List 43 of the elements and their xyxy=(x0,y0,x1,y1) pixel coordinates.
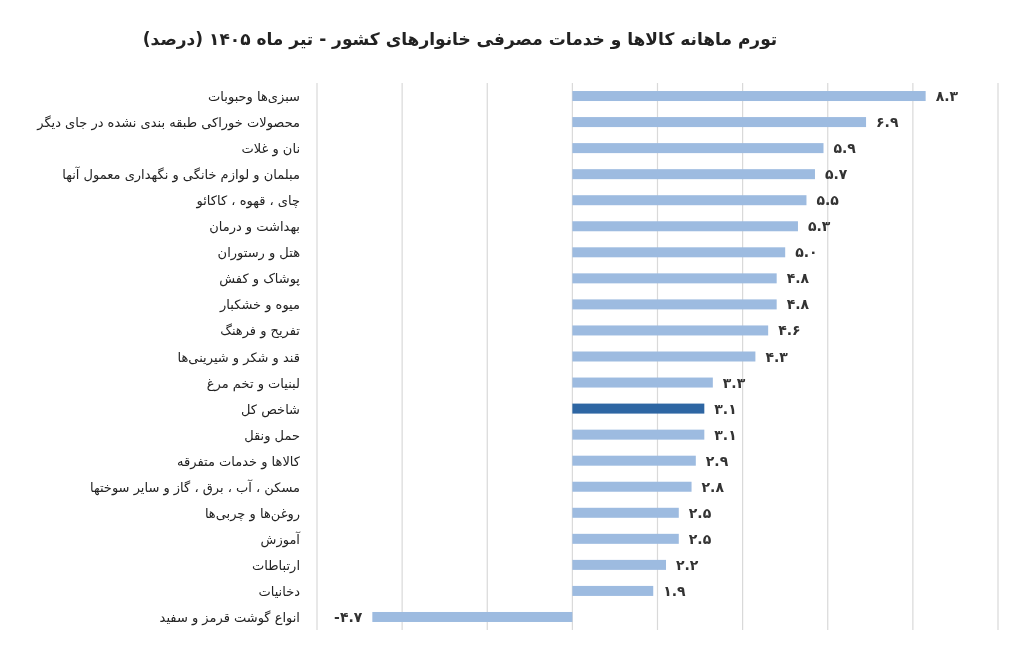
y-tick-label: قند و شکر و شیرینی‌ها xyxy=(177,349,300,366)
data-label: ۲.۲ xyxy=(676,556,699,573)
y-tick-label: سبزی‌ها وحبوبات xyxy=(208,89,300,106)
y-tick-label: آموزش xyxy=(260,530,302,548)
y-tick-label: دخانیات xyxy=(258,583,301,599)
y-tick-label: ارتباطات xyxy=(252,557,300,574)
data-label: ۲.۹ xyxy=(705,452,729,469)
y-tick-label: روغن‌ها و چربی‌ها xyxy=(204,505,300,522)
data-label: ۴.۸ xyxy=(786,270,810,287)
y-tick-label: پوشاک و کفش xyxy=(219,271,301,288)
data-label: ۸.۳ xyxy=(935,88,959,105)
data-label: ۲.۸ xyxy=(701,478,725,495)
y-tick-label: لبنیات و تخم مرغ xyxy=(206,375,300,392)
y-tick-label: مسکن ، آب ، برق ، گاز و سایر سوختها xyxy=(89,478,300,496)
data-label: ۲.۵ xyxy=(688,530,712,547)
data-label: ۴.۶ xyxy=(778,322,801,339)
y-tick-label: کالاها و خدمات متفرقه xyxy=(177,453,301,470)
data-label: ۵.۰ xyxy=(795,244,818,261)
y-tick-label: مبلمان و لوازم خانگی و نگهداری معمول آنها xyxy=(62,166,300,184)
data-label: -۴.۷ xyxy=(334,608,363,625)
y-tick-label: میوه و خشکبار xyxy=(219,297,300,314)
y-tick-label: حمل ونقل xyxy=(244,427,300,444)
data-label: ۵.۹ xyxy=(833,140,857,157)
data-label: ۵.۵ xyxy=(816,192,840,209)
data-label: ۳.۳ xyxy=(722,374,746,391)
data-label: ۵.۷ xyxy=(824,166,848,183)
y-tick-label: هتل و رستوران xyxy=(217,245,301,262)
data-label: ۳.۱ xyxy=(714,400,737,417)
title: تورم ماهانه کالاها و خدمات مصرفی خانوارهای کشور - تیر ماه ۱۴۰۵ (درصد) xyxy=(142,29,778,49)
y-tick-label: شاخص کل xyxy=(241,401,300,418)
data-label: ۵.۳ xyxy=(807,218,831,235)
data-label: ۶.۹ xyxy=(876,114,899,131)
y-tick-label: نان و غلات xyxy=(241,141,300,158)
data-label: ۴.۳ xyxy=(765,348,789,365)
data-label: ۱.۹ xyxy=(663,582,687,599)
y-tick-label: تفریح و فرهنگ xyxy=(220,323,301,340)
y-tick-label: چای ، قهوه ، کاکائو xyxy=(195,193,300,210)
y-tick-label: بهداشت و درمان xyxy=(209,219,300,236)
y-tick-label: انواع گوشت قرمز و سفید xyxy=(159,609,300,626)
data-label: ۴.۸ xyxy=(786,296,810,313)
data-label: ۲.۵ xyxy=(688,504,712,521)
data-label: ۳.۱ xyxy=(714,426,737,443)
y-tick-label: محصولات خوراکی طبقه بندی نشده در جای دیگر xyxy=(36,115,300,132)
